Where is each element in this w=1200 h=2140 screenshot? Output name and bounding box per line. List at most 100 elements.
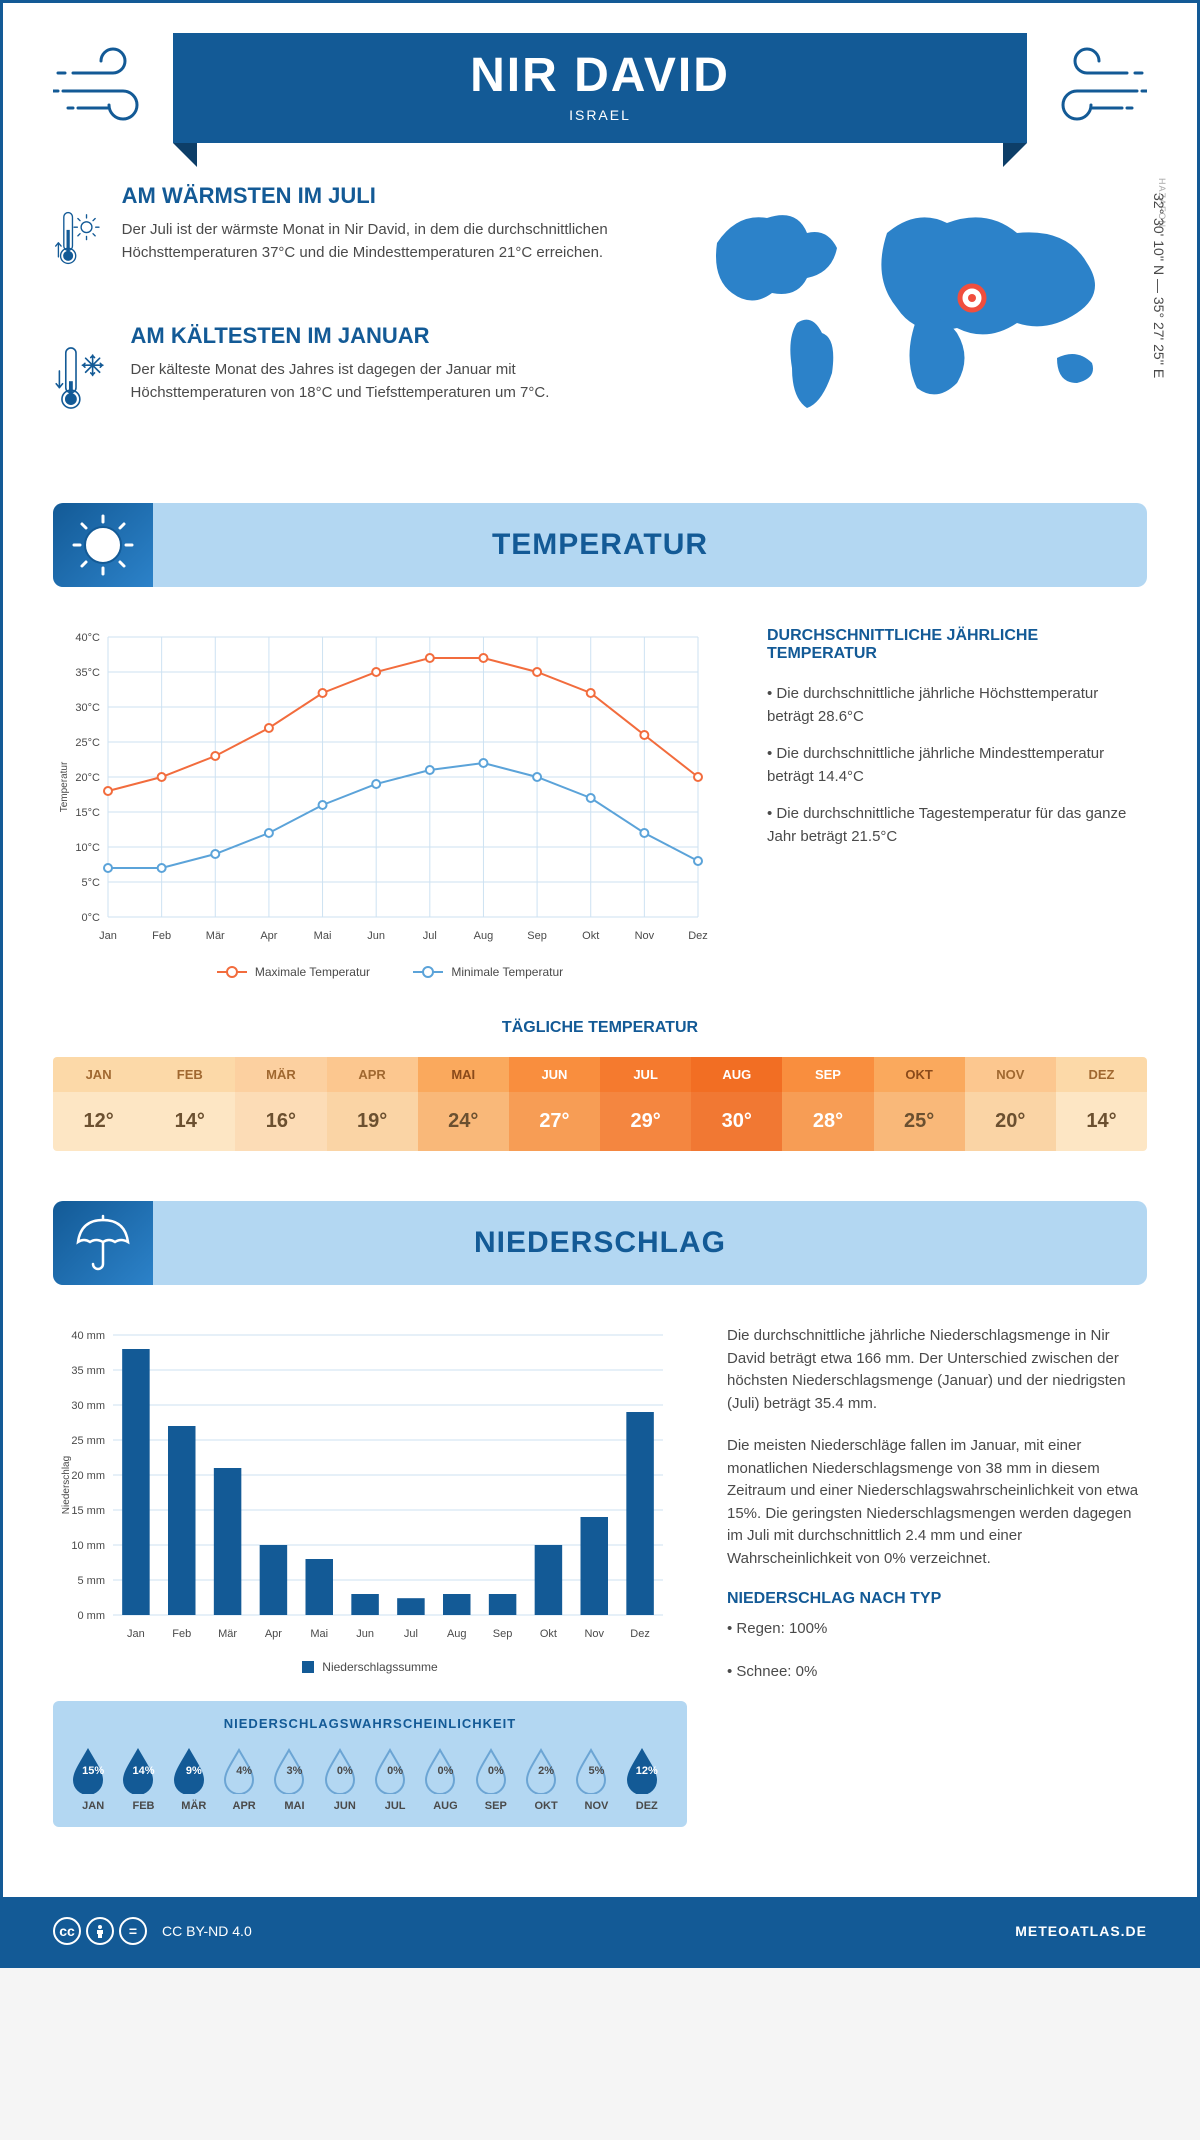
- location-marker: [960, 286, 984, 310]
- probability-box: NIEDERSCHLAGSWAHRSCHEINLICHKEIT 15%JAN14…: [53, 1701, 687, 1827]
- cc-icons: cc =: [53, 1917, 147, 1945]
- svg-text:0 mm: 0 mm: [78, 1610, 106, 1622]
- footer: cc = CC BY-ND 4.0 METEOATLAS.DE: [3, 1897, 1197, 1965]
- svg-text:Apr: Apr: [265, 1628, 282, 1640]
- svg-text:Jun: Jun: [367, 930, 385, 942]
- temperature-chart: 0°C5°C10°C15°C20°C25°C30°C35°C40°CJanFeb…: [53, 627, 727, 979]
- precip-type-heading: NIEDERSCHLAG NACH TYP: [727, 1590, 1147, 1608]
- probability-cell: 5%NOV: [571, 1746, 621, 1812]
- coldest-text: Der kälteste Monat des Jahres ist dagege…: [131, 359, 647, 404]
- country-name: ISRAEL: [193, 107, 1007, 123]
- probability-cell: 0%SEP: [471, 1746, 521, 1812]
- daily-temp-cell: DEZ14°: [1056, 1057, 1147, 1151]
- svg-text:Okt: Okt: [540, 1628, 557, 1640]
- coldest-title: AM KÄLTESTEN IM JANUAR: [131, 323, 647, 349]
- warmest-block: AM WÄRMSTEN IM JULI Der Juli ist der wär…: [53, 183, 647, 293]
- svg-text:40°C: 40°C: [75, 632, 100, 644]
- temp-text-heading: DURCHSCHNITTLICHE JÄHRLICHE TEMPERATUR: [767, 627, 1147, 663]
- daily-temp-cell: MAI24°: [418, 1057, 509, 1151]
- daily-temp-cell: MÄR16°: [235, 1057, 326, 1151]
- header: NIR DAVID ISRAEL: [53, 33, 1147, 143]
- daily-temp-cell: APR19°: [327, 1057, 418, 1151]
- daily-temp-cell: JUN27°: [509, 1057, 600, 1151]
- daily-temp-table: JAN12°FEB14°MÄR16°APR19°MAI24°JUN27°JUL2…: [53, 1057, 1147, 1151]
- cc-icon: cc: [53, 1917, 81, 1945]
- svg-text:Jul: Jul: [404, 1628, 418, 1640]
- svg-text:Mär: Mär: [218, 1628, 237, 1640]
- svg-text:Jun: Jun: [356, 1628, 374, 1640]
- legend-min: Minimale Temperatur: [413, 965, 563, 979]
- svg-text:Feb: Feb: [172, 1628, 191, 1640]
- svg-text:10°C: 10°C: [75, 842, 100, 854]
- svg-text:35°C: 35°C: [75, 667, 100, 679]
- svg-text:0°C: 0°C: [82, 912, 101, 924]
- svg-text:10 mm: 10 mm: [71, 1540, 105, 1552]
- probability-cell: 12%DEZ: [622, 1746, 672, 1812]
- svg-text:Sep: Sep: [493, 1628, 513, 1640]
- temp-bullet: • Die durchschnittliche jährliche Höchst…: [767, 683, 1147, 728]
- svg-text:Okt: Okt: [582, 930, 599, 942]
- svg-text:Temperatur: Temperatur: [59, 761, 70, 812]
- section-header-temperature: TEMPERATUR: [53, 503, 1147, 587]
- warmest-title: AM WÄRMSTEN IM JULI: [122, 183, 647, 209]
- svg-text:15°C: 15°C: [75, 807, 100, 819]
- svg-text:Niederschlag: Niederschlag: [61, 1456, 72, 1514]
- section-title: NIEDERSCHLAG: [83, 1226, 1117, 1260]
- probability-cell: 4%APR: [219, 1746, 269, 1812]
- svg-text:Mai: Mai: [314, 930, 332, 942]
- probability-cell: 0%JUN: [320, 1746, 370, 1812]
- title-banner: NIR DAVID ISRAEL: [173, 33, 1027, 143]
- coordinates: 32° 30' 10'' N — 35° 27' 25'' E: [1151, 193, 1167, 378]
- svg-text:25°C: 25°C: [75, 737, 100, 749]
- probability-cell: 14%FEB: [118, 1746, 168, 1812]
- thermometer-cold-icon: [53, 323, 111, 433]
- daily-temp-title: TÄGLICHE TEMPERATUR: [53, 1019, 1147, 1037]
- svg-text:Feb: Feb: [152, 930, 171, 942]
- svg-text:5°C: 5°C: [82, 877, 101, 889]
- daily-temp-cell: SEP28°: [782, 1057, 873, 1151]
- daily-temp-cell: JAN12°: [53, 1057, 144, 1151]
- precipitation-chart: 0 mm 5 mm 10 mm 15 mm 20 mm 25 mm 30 mm 35 mm 40…: [53, 1325, 687, 1676]
- svg-text:20°C: 20°C: [75, 772, 100, 784]
- section-header-precipitation: NIEDERSCHLAG: [53, 1201, 1147, 1285]
- svg-text:Sep: Sep: [527, 930, 547, 942]
- precip-paragraph: Die meisten Niederschläge fallen im Janu…: [727, 1435, 1147, 1570]
- legend-precip: Niederschlagssumme: [302, 1660, 437, 1674]
- city-name: NIR DAVID: [193, 48, 1007, 103]
- umbrella-icon: [53, 1201, 153, 1285]
- svg-text:40 mm: 40 mm: [71, 1330, 105, 1342]
- svg-text:Nov: Nov: [584, 1628, 604, 1640]
- svg-text:35 mm: 35 mm: [71, 1365, 105, 1377]
- svg-text:Mär: Mär: [206, 930, 225, 942]
- nd-icon: =: [119, 1917, 147, 1945]
- sun-icon: [53, 503, 153, 587]
- probability-cell: 15%JAN: [68, 1746, 118, 1812]
- coldest-block: AM KÄLTESTEN IM JANUAR Der kälteste Mona…: [53, 323, 647, 433]
- thermometer-hot-icon: [53, 183, 102, 293]
- probability-cell: 2%OKT: [521, 1746, 571, 1812]
- svg-text:Jan: Jan: [127, 1628, 145, 1640]
- svg-text:Mai: Mai: [310, 1628, 328, 1640]
- warmest-text: Der Juli ist der wärmste Monat in Nir Da…: [122, 219, 647, 264]
- daily-temp-cell: FEB14°: [144, 1057, 235, 1151]
- wind-icon: [53, 43, 163, 133]
- svg-text:30 mm: 30 mm: [71, 1400, 105, 1412]
- svg-text:5 mm: 5 mm: [78, 1575, 106, 1587]
- svg-text:Jul: Jul: [423, 930, 437, 942]
- svg-text:25 mm: 25 mm: [71, 1435, 105, 1447]
- svg-text:Dez: Dez: [630, 1628, 650, 1640]
- daily-temp-cell: AUG30°: [691, 1057, 782, 1151]
- site-name: METEOATLAS.DE: [1015, 1923, 1147, 1939]
- svg-text:15 mm: 15 mm: [71, 1505, 105, 1517]
- svg-text:Apr: Apr: [260, 930, 277, 942]
- daily-temp-cell: JUL29°: [600, 1057, 691, 1151]
- svg-text:20 mm: 20 mm: [71, 1470, 105, 1482]
- probability-cell: 9%MÄR: [169, 1746, 219, 1812]
- precip-bullet: • Regen: 100%: [727, 1618, 1147, 1641]
- daily-temp-cell: NOV20°: [965, 1057, 1056, 1151]
- probability-cell: 0%AUG: [420, 1746, 470, 1812]
- svg-text:Jan: Jan: [99, 930, 117, 942]
- probability-cell: 0%JUL: [370, 1746, 420, 1812]
- probability-title: NIEDERSCHLAGSWAHRSCHEINLICHKEIT: [68, 1716, 672, 1731]
- svg-text:Nov: Nov: [635, 930, 655, 942]
